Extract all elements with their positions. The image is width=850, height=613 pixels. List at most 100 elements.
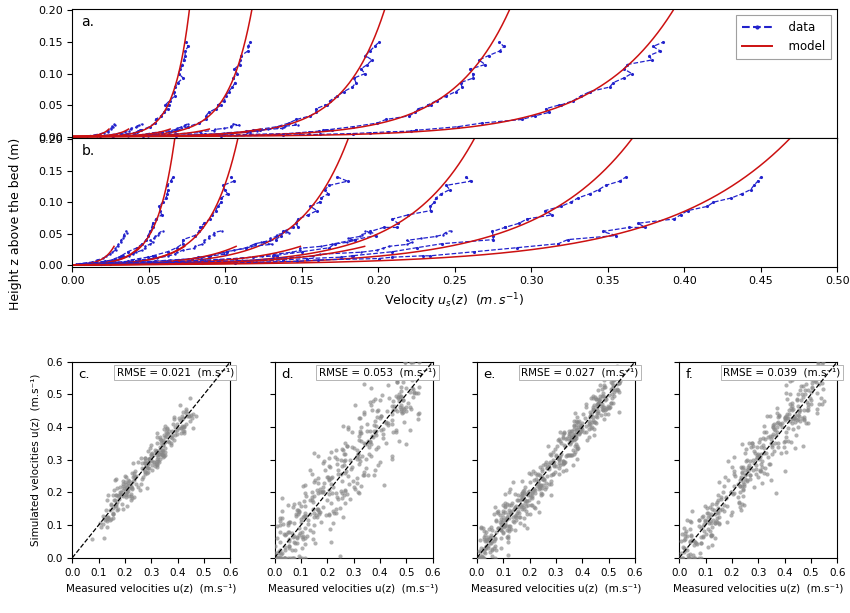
- Point: [109, 499, 122, 509]
- Point: [524, 492, 538, 501]
- Point: [273, 553, 286, 563]
- Point: [273, 520, 286, 530]
- Point: [533, 470, 547, 480]
- Point: [612, 378, 626, 388]
- Point: [478, 553, 491, 563]
- Point: [680, 515, 694, 525]
- Point: [502, 526, 516, 536]
- Point: [780, 394, 794, 404]
- Point: [564, 426, 577, 436]
- Point: [562, 438, 575, 448]
- Point: [596, 384, 609, 394]
- Point: [142, 454, 156, 463]
- Point: [790, 395, 804, 405]
- Point: [767, 430, 780, 440]
- Point: [719, 492, 733, 501]
- Point: [144, 449, 158, 459]
- Point: [564, 432, 577, 442]
- Point: [353, 454, 366, 463]
- Point: [678, 531, 692, 541]
- Point: [755, 462, 768, 471]
- X-axis label: Velocity $u_s(z)$  $(m.s^{-1})$: Velocity $u_s(z)$ $(m.s^{-1})$: [384, 292, 525, 311]
- Point: [326, 517, 340, 527]
- Point: [680, 545, 694, 555]
- Point: [507, 517, 521, 527]
- Point: [498, 502, 512, 512]
- Point: [269, 553, 283, 563]
- Point: [338, 498, 352, 508]
- Point: [520, 523, 534, 533]
- Point: [540, 463, 553, 473]
- Point: [497, 522, 511, 532]
- Point: [388, 404, 402, 414]
- Point: [541, 471, 554, 481]
- Point: [788, 413, 802, 423]
- Point: [141, 459, 155, 469]
- Point: [699, 516, 712, 525]
- Point: [152, 449, 166, 459]
- Point: [728, 452, 741, 462]
- Point: [735, 467, 749, 477]
- Point: [312, 508, 326, 517]
- Point: [527, 484, 541, 493]
- Point: [514, 492, 528, 501]
- Point: [476, 553, 490, 563]
- Point: [126, 483, 139, 493]
- Point: [109, 476, 122, 485]
- Point: [596, 402, 609, 411]
- Point: [173, 415, 187, 425]
- Point: [785, 403, 798, 413]
- Point: [786, 424, 800, 434]
- Point: [172, 413, 185, 423]
- Point: [498, 519, 512, 528]
- Point: [781, 436, 795, 446]
- Point: [369, 427, 382, 436]
- Point: [127, 475, 140, 485]
- Point: [86, 534, 99, 544]
- Point: [401, 398, 415, 408]
- Point: [766, 449, 779, 459]
- Point: [535, 480, 548, 490]
- Point: [334, 487, 348, 497]
- Point: [765, 442, 779, 452]
- Point: [538, 459, 552, 468]
- Point: [779, 412, 792, 422]
- Point: [704, 503, 717, 512]
- Point: [306, 487, 320, 497]
- Point: [158, 443, 172, 452]
- Point: [124, 495, 138, 505]
- Point: [115, 500, 128, 509]
- Point: [497, 522, 511, 531]
- X-axis label: Measured velocities u(z)  (m.s⁻¹): Measured velocities u(z) (m.s⁻¹): [471, 583, 641, 593]
- Point: [734, 487, 747, 497]
- Point: [306, 527, 320, 537]
- Point: [271, 547, 285, 557]
- Point: [343, 494, 357, 504]
- Point: [566, 460, 580, 470]
- Point: [515, 493, 529, 503]
- Point: [156, 440, 169, 450]
- Point: [557, 433, 570, 443]
- Point: [683, 536, 697, 546]
- Point: [536, 480, 549, 490]
- Point: [290, 538, 303, 548]
- Point: [122, 480, 136, 490]
- Point: [746, 455, 760, 465]
- Point: [305, 495, 319, 504]
- Point: [379, 417, 393, 427]
- Point: [357, 409, 371, 419]
- Point: [813, 370, 826, 380]
- Point: [790, 367, 804, 376]
- Point: [298, 553, 312, 563]
- Point: [610, 369, 624, 379]
- Point: [394, 402, 407, 411]
- Point: [568, 421, 581, 431]
- Point: [576, 409, 590, 419]
- Point: [687, 536, 700, 546]
- Point: [774, 419, 787, 428]
- Point: [779, 427, 792, 437]
- Point: [292, 508, 306, 517]
- Point: [738, 479, 751, 489]
- Point: [285, 553, 298, 563]
- Point: [270, 533, 284, 543]
